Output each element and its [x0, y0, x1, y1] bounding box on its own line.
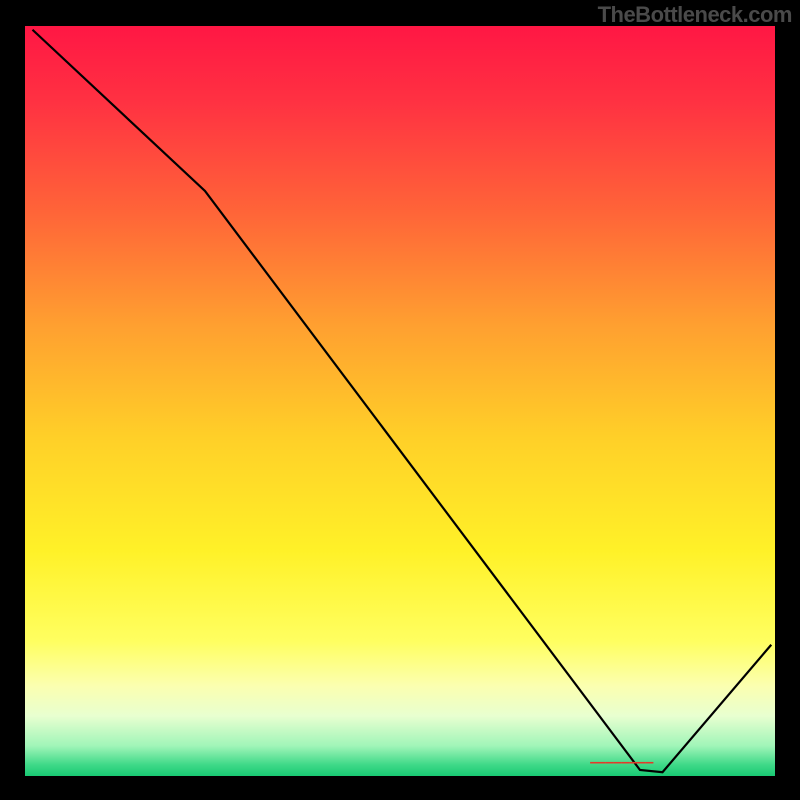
curve-path: [33, 30, 772, 773]
plot-area: ––––––––: [25, 26, 775, 776]
breakpoint-marker: ––––––––: [590, 754, 653, 772]
watermark-text: TheBottleneck.com: [598, 2, 792, 28]
curve-overlay: [25, 26, 775, 776]
chart-container: { "watermark": { "text": "TheBottleneck.…: [0, 0, 800, 800]
